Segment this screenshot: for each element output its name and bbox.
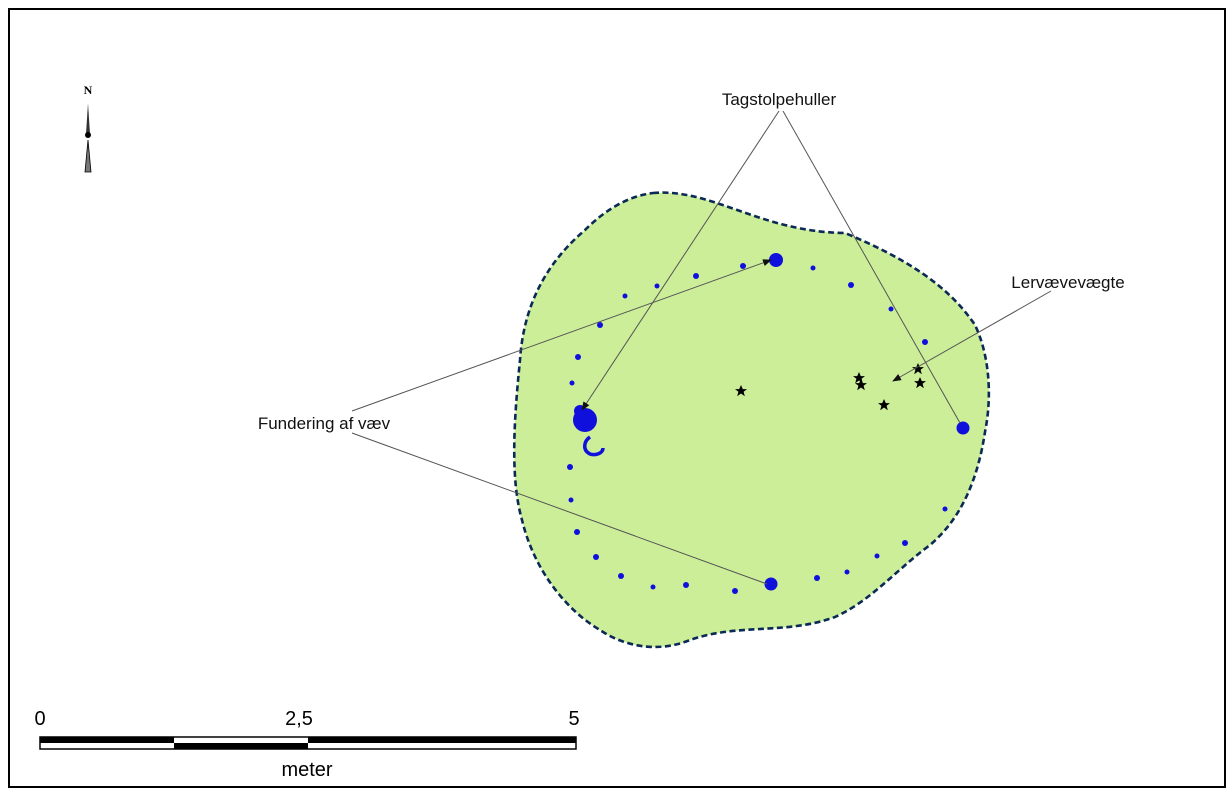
leader-loom-foundation-upper <box>351 259 772 412</box>
scale-tick-0: 0 <box>34 708 45 730</box>
post-hole <box>814 575 820 581</box>
post-hole <box>874 553 880 559</box>
post-hole <box>848 282 854 288</box>
leader-roof-posts-right <box>782 110 961 424</box>
label-roof-posts: Tagstolpehuller <box>722 90 837 109</box>
label-loom-weights: Lervævevægte <box>1011 273 1124 292</box>
post-hole <box>888 306 894 312</box>
leader-loom-weights <box>892 290 1052 382</box>
leader-lines <box>351 110 1052 585</box>
post-hole <box>942 506 948 512</box>
roof-post-holes <box>764 253 970 591</box>
post-hole <box>618 573 624 579</box>
north-label: N <box>84 83 93 97</box>
north-arrow: N <box>84 83 93 173</box>
scale-tick-end: 5 <box>568 708 579 730</box>
scale-bar: 0 2,5 5 meter <box>34 708 579 776</box>
post-hole <box>683 582 689 588</box>
post-hole <box>693 273 699 279</box>
post-hole <box>569 380 575 386</box>
house-floor-area <box>512 191 991 649</box>
scale-bar-segment <box>40 737 174 743</box>
scale-bar-segment <box>174 743 308 749</box>
leader-roof-posts-left <box>581 110 780 411</box>
post-holes <box>567 263 948 594</box>
scale-bar-segment <box>308 737 576 743</box>
north-arrow-lower <box>84 139 92 173</box>
post-hole <box>593 554 599 560</box>
scale-unit: meter <box>281 759 332 776</box>
post-hole <box>922 339 928 345</box>
label-loom-foundation: Fundering af væv <box>258 414 391 433</box>
post-hole <box>574 529 580 535</box>
loom-foundation-trench <box>583 435 605 457</box>
post-hole <box>567 464 573 470</box>
post-hole <box>622 293 628 299</box>
north-arrow-center <box>85 132 91 138</box>
post-hole <box>568 497 574 503</box>
post-hole <box>650 584 656 590</box>
north-arrow-upper <box>86 103 90 134</box>
post-hole <box>844 569 850 575</box>
post-hole <box>597 322 603 328</box>
post-hole <box>810 265 816 271</box>
post-hole <box>740 263 746 269</box>
post-hole <box>654 283 660 289</box>
roof-post-hole <box>769 253 783 267</box>
post-hole <box>732 588 738 594</box>
roof-post-hole <box>956 421 970 435</box>
roof-post-hole <box>764 577 778 591</box>
post-hole <box>575 354 581 360</box>
post-hole <box>902 540 908 546</box>
leader-loom-foundation-lower <box>351 432 768 585</box>
scale-tick-mid: 2,5 <box>285 708 313 730</box>
